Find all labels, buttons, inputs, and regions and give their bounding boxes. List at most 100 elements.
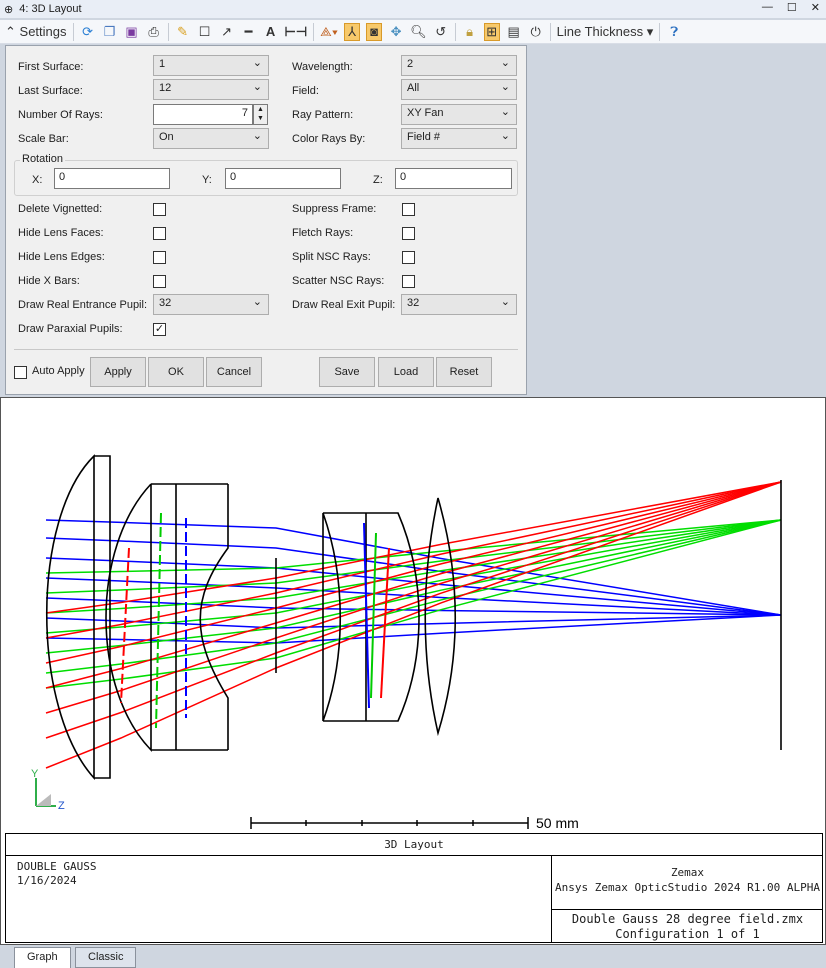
tab-classic[interactable]: Classic	[75, 947, 137, 968]
rotate-3d-icon[interactable]: ⟁▾	[320, 23, 339, 39]
pan-icon[interactable]: ✥	[390, 23, 402, 39]
dimension-icon[interactable]: ⊢⊣	[284, 23, 308, 39]
apply-button[interactable]: Apply	[90, 357, 146, 387]
text-icon[interactable]: A	[265, 24, 276, 39]
rotate-view-icon[interactable]: ◙	[366, 22, 383, 41]
last-surface-select[interactable]: 12	[153, 79, 269, 100]
option-checkbox[interactable]	[402, 203, 415, 216]
file-name: Double Gauss 28 degree field.zmx	[571, 912, 804, 926]
copy-icon[interactable]: ❐	[103, 23, 116, 39]
refresh-icon[interactable]: ⟳	[82, 23, 93, 39]
save-button[interactable]: Save	[319, 357, 375, 387]
number-of-rays-stepper[interactable]: ▲ ▼	[253, 104, 268, 125]
rotation-group	[14, 160, 518, 196]
company: Zemax	[670, 866, 705, 879]
power-icon[interactable]: ⏻	[530, 23, 541, 39]
ray-pattern-select[interactable]: XY Fan	[401, 104, 517, 125]
line-icon[interactable]: ━	[244, 23, 253, 39]
save-icon[interactable]: ▣	[125, 23, 138, 39]
option-checkbox[interactable]	[153, 275, 166, 288]
lens-icon: ⊕	[4, 3, 14, 16]
rotation-z-input[interactable]: 0	[395, 168, 512, 189]
auto-apply-checkbox[interactable]	[14, 366, 27, 379]
ray	[45, 481, 782, 664]
grid-icon[interactable]: ⊞	[483, 22, 500, 41]
axis-z-label: Z	[58, 800, 65, 812]
layout-plot[interactable]: 50 mm Y Z	[1, 398, 825, 834]
reset-button[interactable]: Reset	[436, 357, 492, 387]
paraxial-pupils-label: Draw Paraxial Pupils:	[18, 323, 123, 335]
tab-bar: Graph Classic	[0, 945, 826, 968]
color-rays-by-select[interactable]: Field #	[401, 128, 517, 149]
rectangle-icon[interactable]: ☐	[198, 23, 211, 39]
minimize-button[interactable]: —	[761, 1, 773, 13]
axis-triad-icon: Y Z	[31, 768, 65, 812]
product-version: Ansys Zemax OpticStudio 2024 R1.00 ALPHA	[555, 881, 820, 894]
option-checkbox[interactable]	[153, 251, 166, 264]
load-button[interactable]: Load	[378, 357, 434, 387]
wavelength-select[interactable]: 2	[401, 55, 517, 76]
undo-view-icon[interactable]: ↺	[435, 23, 447, 39]
info-box: 3D Layout DOUBLE GAUSS 1/16/2024 Zemax A…	[5, 833, 823, 943]
paraxial-pupils-checkbox[interactable]: ✓	[153, 323, 166, 336]
option-checkbox[interactable]	[402, 251, 415, 264]
chevron-up-icon: ⌃	[5, 23, 16, 39]
layout-graph: 50 mm Y Z 3D Layout DOUBLE GAUSS 1/16/20…	[0, 397, 826, 945]
exit-pupil-label: Draw Real Exit Pupil:	[292, 299, 396, 311]
cancel-button[interactable]: Cancel	[206, 357, 262, 387]
option-checkbox[interactable]	[153, 203, 166, 216]
lens-name: DOUBLE GAUSS	[17, 860, 97, 873]
number-of-rays-label: Number Of Rays:	[18, 109, 103, 121]
date: 1/16/2024	[17, 874, 77, 887]
scale-bar-label: Scale Bar:	[18, 133, 69, 145]
configuration: Configuration 1 of 1	[615, 927, 760, 941]
field-select[interactable]: All	[401, 79, 517, 100]
option-label: Delete Vignetted:	[18, 203, 103, 215]
rotation-x-label: X:	[32, 174, 43, 186]
option-checkbox[interactable]	[402, 227, 415, 240]
wavelength-label: Wavelength:	[292, 61, 353, 73]
number-of-rays-input[interactable]: 7	[153, 104, 253, 125]
ray	[45, 537, 782, 616]
zoom-icon[interactable]: 🔍︎	[410, 23, 427, 39]
tab-graph[interactable]: Graph	[14, 947, 71, 968]
help-icon[interactable]: ❓︎	[670, 23, 679, 39]
last-surface-label: Last Surface:	[18, 85, 83, 97]
ray	[45, 481, 782, 614]
first-surface-label: First Surface:	[18, 61, 84, 73]
option-label: Hide Lens Edges:	[18, 251, 105, 263]
lock-icon[interactable]: 🔒︎	[466, 23, 474, 39]
option-checkbox[interactable]	[402, 275, 415, 288]
option-checkbox[interactable]	[153, 227, 166, 240]
auto-apply-label: Auto Apply	[32, 365, 85, 377]
rotation-y-input[interactable]: 0	[225, 168, 341, 189]
scale-bar	[250, 817, 529, 829]
axes-icon[interactable]: ⅄	[344, 22, 361, 41]
rotation-x-input[interactable]: 0	[54, 168, 170, 189]
option-label: Hide Lens Faces:	[18, 227, 104, 239]
ray	[45, 481, 782, 689]
exit-pupil-select[interactable]: 32	[401, 294, 517, 315]
close-button[interactable]: ✕	[810, 2, 820, 14]
rotation-label: Rotation	[20, 153, 65, 165]
line-thickness-dropdown[interactable]: Line Thickness ▾	[556, 23, 654, 40]
plot-title: 3D Layout	[6, 834, 822, 856]
first-surface-select[interactable]: 1	[153, 55, 269, 76]
maximize-button[interactable]: ☐	[786, 2, 797, 14]
settings-toggle-button[interactable]: ⌃ Settings	[5, 23, 67, 41]
entrance-pupil-label: Draw Real Entrance Pupil:	[18, 299, 148, 311]
print-icon[interactable]: ⎙	[148, 23, 159, 39]
arrow-icon[interactable]: ↗	[221, 23, 232, 39]
divider	[14, 349, 518, 350]
scale-bar-select[interactable]: On	[153, 128, 269, 149]
window-title: 4: 3D Layout	[19, 3, 82, 15]
rotation-y-label: Y:	[202, 174, 212, 186]
ok-button[interactable]: OK	[148, 357, 204, 387]
axis-y-label: Y	[31, 768, 39, 780]
window-icon[interactable]: ▤	[507, 23, 520, 39]
settings-label: Settings	[19, 24, 67, 39]
entrance-pupil-select[interactable]: 32	[153, 294, 269, 315]
rotation-z-label: Z:	[373, 174, 383, 186]
lens-1	[45, 454, 111, 781]
pencil-icon[interactable]: ✎	[177, 23, 188, 39]
